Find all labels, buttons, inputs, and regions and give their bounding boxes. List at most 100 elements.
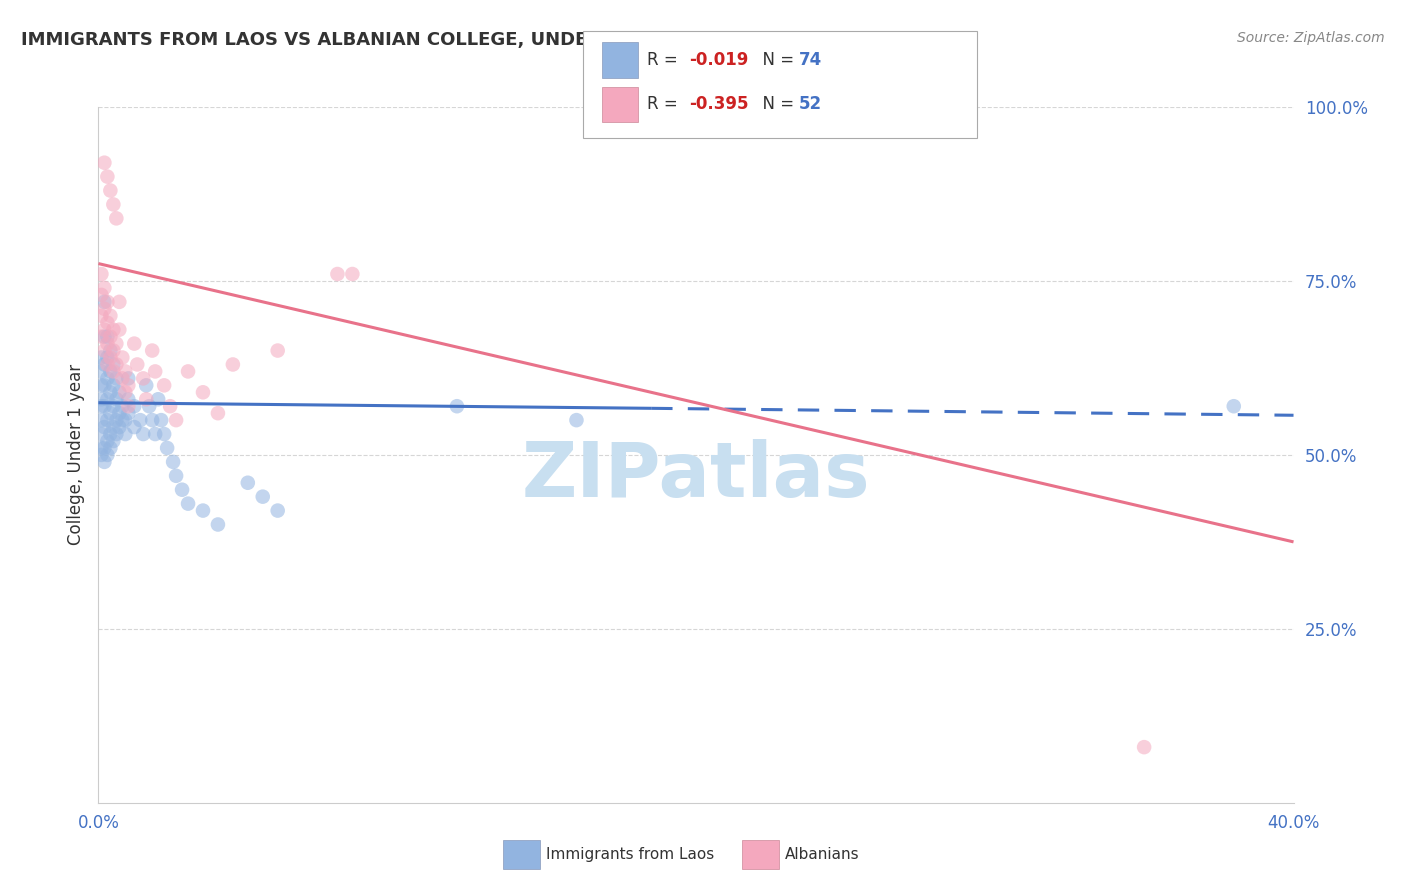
Point	[98, 406, 122, 420]
Point	[108, 385, 131, 400]
Point	[93, 420, 115, 434]
Point	[90, 288, 112, 302]
Point	[98, 184, 122, 198]
Text: Source: ZipAtlas.com: Source: ZipAtlas.com	[1237, 31, 1385, 45]
Point	[103, 434, 125, 448]
Point	[342, 267, 364, 281]
Point	[156, 441, 179, 455]
Point	[96, 169, 118, 184]
Point	[103, 197, 125, 211]
Point	[108, 294, 131, 309]
Point	[267, 503, 290, 517]
Point	[172, 483, 194, 497]
Point	[207, 406, 229, 420]
Text: N =: N =	[752, 51, 800, 69]
Point	[105, 427, 128, 442]
Point	[103, 378, 125, 392]
Point	[108, 406, 131, 420]
Point	[141, 343, 163, 358]
Point	[103, 399, 125, 413]
Point	[114, 413, 136, 427]
Text: N =: N =	[752, 95, 800, 113]
Point	[93, 358, 115, 372]
Point	[103, 420, 125, 434]
Point	[117, 378, 139, 392]
Point	[98, 343, 122, 358]
Text: -0.019: -0.019	[689, 51, 748, 69]
Point	[93, 455, 115, 469]
Point	[90, 378, 112, 392]
Point	[129, 413, 152, 427]
Point	[127, 358, 149, 372]
Point	[93, 323, 115, 337]
Point	[565, 413, 588, 427]
Point	[96, 392, 118, 407]
Point	[105, 413, 128, 427]
Point	[103, 364, 125, 378]
Text: -0.395: -0.395	[689, 95, 748, 113]
Point	[98, 385, 122, 400]
Point	[93, 378, 115, 392]
Point	[90, 309, 112, 323]
Point	[90, 364, 112, 378]
Text: IMMIGRANTS FROM LAOS VS ALBANIAN COLLEGE, UNDER 1 YEAR CORRELATION CHART: IMMIGRANTS FROM LAOS VS ALBANIAN COLLEGE…	[21, 31, 901, 49]
Point	[135, 378, 157, 392]
Point	[138, 399, 160, 413]
Point	[105, 211, 128, 226]
Point	[90, 413, 112, 427]
Point	[105, 358, 128, 372]
Point	[98, 364, 122, 378]
Point	[114, 385, 136, 400]
Point	[143, 427, 166, 442]
Point	[111, 351, 134, 365]
Point	[191, 503, 214, 517]
Point	[165, 413, 187, 427]
Point	[117, 392, 139, 407]
Text: R =: R =	[647, 95, 683, 113]
Point	[111, 413, 134, 427]
Point	[90, 267, 112, 281]
Point	[143, 364, 166, 378]
Point	[108, 420, 131, 434]
Point	[124, 420, 146, 434]
Point	[98, 351, 122, 365]
Point	[96, 448, 118, 462]
Point	[93, 329, 115, 343]
Point	[132, 371, 155, 385]
Point	[98, 329, 122, 343]
Point	[124, 336, 146, 351]
Point	[191, 385, 214, 400]
Point	[114, 364, 136, 378]
Point	[90, 329, 112, 343]
Point	[446, 399, 468, 413]
Text: Immigrants from Laos: Immigrants from Laos	[546, 847, 714, 862]
Point	[90, 441, 112, 455]
Point	[141, 413, 163, 427]
Point	[150, 413, 173, 427]
Point	[96, 316, 118, 330]
Point	[165, 468, 187, 483]
Point	[96, 294, 118, 309]
Text: Albanians: Albanians	[785, 847, 859, 862]
Point	[93, 399, 115, 413]
Text: R =: R =	[647, 51, 683, 69]
Point	[153, 427, 176, 442]
Point	[90, 448, 112, 462]
Point	[135, 392, 157, 407]
Point	[108, 323, 131, 337]
Point	[105, 392, 128, 407]
Point	[93, 441, 115, 455]
Point	[252, 490, 274, 504]
Point	[117, 406, 139, 420]
Point	[222, 358, 245, 372]
Point	[93, 281, 115, 295]
Point	[96, 371, 118, 385]
Point	[148, 392, 170, 407]
Point	[124, 399, 146, 413]
Point	[111, 399, 134, 413]
Point	[90, 351, 112, 365]
Point	[98, 441, 122, 455]
Point	[90, 392, 112, 407]
Point	[93, 343, 115, 358]
Point	[96, 413, 118, 427]
